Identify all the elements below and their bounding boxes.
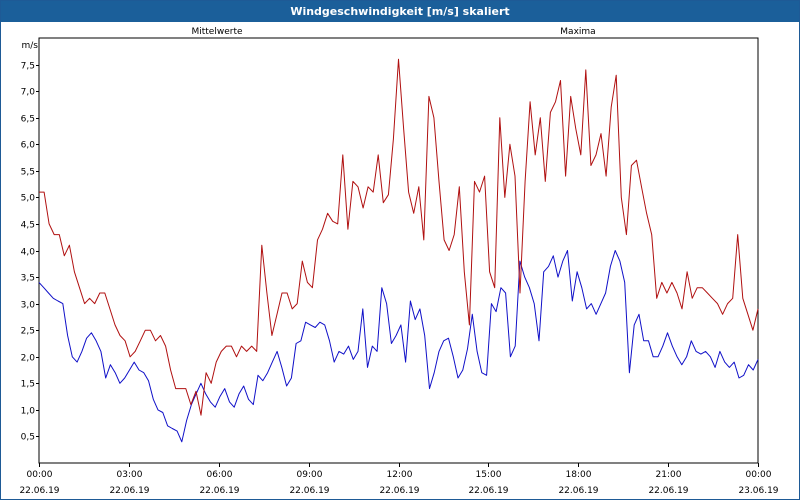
x-tick-time: 00:00 xyxy=(746,470,772,480)
x-tick-time: 18:00 xyxy=(566,470,592,480)
y-tick-label: 6,0 xyxy=(21,141,36,151)
x-tick-date: 22.06.19 xyxy=(558,486,598,496)
y-tick-label: 6,5 xyxy=(21,115,35,125)
y-axis-label: m/s xyxy=(22,41,39,51)
x-tick-time: 06:00 xyxy=(207,470,233,480)
y-tick-label: 7,0 xyxy=(21,88,36,98)
legend-max: Maxima xyxy=(560,27,595,37)
x-tick-date: 22.06.19 xyxy=(289,486,329,496)
x-tick-time: 00:00 xyxy=(27,470,53,480)
y-tick-label: 4,0 xyxy=(21,248,36,258)
y-tick-label: 1,0 xyxy=(21,407,36,417)
y-tick-label: 5,0 xyxy=(21,194,36,204)
y-tick-label: 7,5 xyxy=(21,62,35,72)
x-tick-date: 23.06.19 xyxy=(738,486,778,496)
x-tick-time: 03:00 xyxy=(117,470,143,480)
y-tick-label: 2,0 xyxy=(21,354,36,364)
window-title: Windgeschwindigkeit [m/s] skaliert xyxy=(1,1,799,22)
y-tick-label: 4,5 xyxy=(21,221,35,231)
legend-mean: Mittelwerte xyxy=(191,27,242,37)
plot-area xyxy=(38,37,759,464)
max-series-line xyxy=(39,58,759,416)
x-tick-time: 12:00 xyxy=(387,470,413,480)
y-tick-label: 5,5 xyxy=(21,168,35,178)
x-tick-time: 21:00 xyxy=(656,470,682,480)
y-tick-label: 2,5 xyxy=(21,327,35,337)
x-tick-date: 22.06.19 xyxy=(109,486,149,496)
x-tick-date: 22.06.19 xyxy=(648,486,688,496)
y-tick-label: 3,5 xyxy=(21,274,35,284)
mean-series-line xyxy=(38,250,759,443)
x-tick-date: 22.06.19 xyxy=(19,486,59,496)
y-tick-label: 0,5 xyxy=(21,433,35,443)
x-tick-date: 22.06.19 xyxy=(199,486,239,496)
y-tick-label: 1,5 xyxy=(21,380,35,390)
x-tick-date: 22.06.19 xyxy=(468,486,508,496)
x-tick-time: 09:00 xyxy=(297,470,323,480)
x-tick-date: 22.06.19 xyxy=(379,486,419,496)
y-tick-label: 3,0 xyxy=(21,301,36,311)
x-tick-time: 15:00 xyxy=(476,470,502,480)
